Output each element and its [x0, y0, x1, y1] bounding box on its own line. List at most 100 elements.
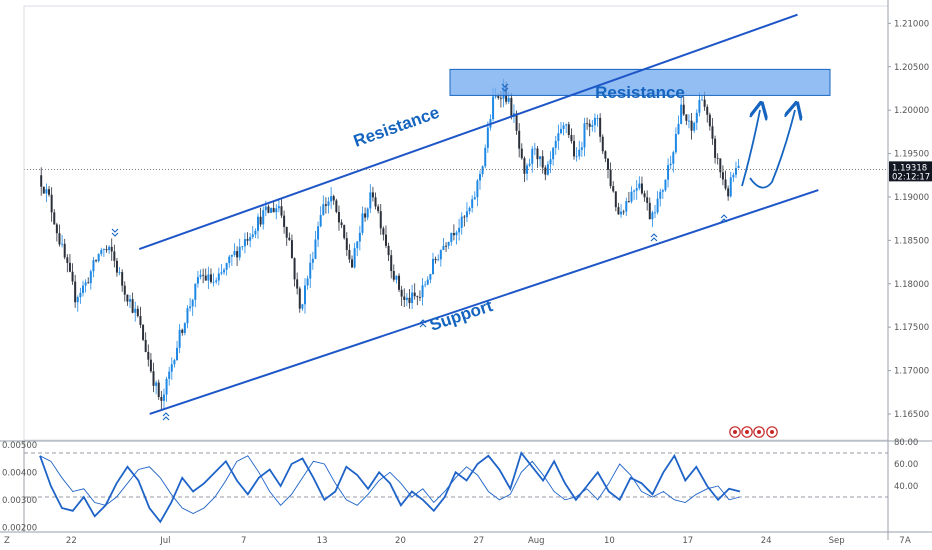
candle-body — [285, 226, 288, 238]
resistance-zone-label: Resistance — [595, 83, 685, 102]
chevron-up-icon — [162, 412, 170, 421]
time-tick-label: 27 — [473, 536, 484, 546]
chevron-up-icon — [419, 319, 427, 328]
resistance-trendline — [138, 13, 798, 250]
price-tick-label: 1.17000 — [894, 367, 929, 377]
candle-body — [225, 263, 228, 270]
chevron-stroke — [419, 319, 427, 324]
candle-body — [142, 324, 145, 340]
candle-body — [583, 123, 586, 148]
candle-body — [403, 296, 406, 300]
candle-body — [484, 147, 487, 167]
event-marker-dot — [770, 430, 774, 434]
candle-body — [732, 174, 735, 178]
candle-body — [293, 258, 296, 280]
price-tick-label: 1.19000 — [894, 193, 929, 203]
osc-right-tick-label: 40.00 — [894, 482, 918, 492]
chevron-stroke — [650, 233, 658, 238]
candle-body — [340, 222, 343, 226]
price-tick-label: 1.18500 — [894, 236, 929, 246]
candle-body — [207, 274, 210, 281]
candle-body — [593, 117, 596, 126]
time-tick-label: 10 — [604, 536, 615, 546]
time-tick-label: 24 — [761, 536, 772, 546]
candle-body — [612, 186, 615, 192]
candle-body — [249, 237, 252, 241]
candle-body — [152, 371, 155, 386]
candle-body — [586, 123, 589, 125]
candle-body — [447, 241, 450, 246]
candle-body — [405, 297, 408, 300]
candle-body — [230, 255, 233, 257]
candle-body — [212, 281, 215, 283]
candle-body — [139, 316, 142, 325]
candle-body — [259, 216, 262, 225]
chevron-stroke — [720, 214, 728, 219]
candle-body — [314, 239, 317, 259]
candle-body — [471, 199, 474, 208]
candle-body — [416, 296, 419, 298]
candle-body — [656, 198, 659, 213]
candle-body — [332, 196, 335, 201]
candle-body — [729, 177, 732, 197]
candle-body — [317, 226, 320, 240]
candle-body — [335, 200, 338, 212]
candle-body — [708, 114, 711, 127]
candle-body — [144, 339, 147, 352]
candle-body — [643, 193, 646, 198]
candle-body — [100, 249, 103, 255]
candle-body — [131, 299, 134, 313]
candle-body — [400, 289, 403, 297]
candle-body — [614, 191, 617, 208]
candle-body — [520, 148, 523, 159]
candle-body — [288, 237, 291, 241]
candle-body — [283, 215, 286, 227]
channel-lines — [24, 13, 888, 415]
candle-body — [536, 148, 539, 160]
candle-body — [215, 280, 218, 282]
candle-body — [431, 258, 434, 275]
oscillator-panel — [24, 451, 888, 524]
candle-body — [515, 113, 518, 131]
candle-body — [426, 279, 429, 285]
candle-body — [565, 124, 568, 126]
candle-body — [439, 250, 442, 260]
resistance-zone — [449, 68, 831, 96]
candle-body — [445, 245, 448, 247]
candle-body — [622, 211, 625, 213]
osc-left-tick-label: 0.00400 — [2, 468, 37, 478]
candle-body — [48, 189, 51, 195]
candle-body — [61, 243, 64, 245]
price-tick-label: 1.18000 — [894, 280, 929, 290]
candle-body — [264, 206, 267, 211]
candle-body — [191, 299, 194, 307]
candlestick-series — [40, 78, 740, 410]
candle-body — [625, 201, 628, 212]
time-tick-label: Sep — [829, 536, 845, 546]
candle-body — [392, 270, 395, 280]
projection-arrow-up — [741, 110, 760, 187]
candle-body — [664, 179, 667, 191]
candle-body — [89, 271, 92, 284]
candle-body — [460, 216, 463, 228]
candle-body — [575, 156, 578, 158]
candle-body — [701, 99, 704, 101]
candle-body — [366, 208, 369, 218]
candle-body — [690, 120, 693, 131]
candle-body — [578, 149, 581, 157]
candle-body — [434, 258, 437, 261]
candle-body — [115, 260, 118, 273]
candle-body — [533, 148, 536, 150]
candle-body — [324, 204, 327, 206]
candle-body — [356, 241, 359, 249]
candle-body — [693, 122, 696, 131]
time-tick-label: 7 — [899, 536, 904, 546]
candle-body — [304, 285, 307, 305]
candle-body — [95, 260, 98, 262]
candle-body — [737, 165, 740, 169]
candle-body — [364, 213, 367, 218]
osc-left-tick-label: 0.00200 — [2, 523, 37, 533]
candle-body — [176, 347, 179, 361]
candle-body — [71, 271, 74, 282]
